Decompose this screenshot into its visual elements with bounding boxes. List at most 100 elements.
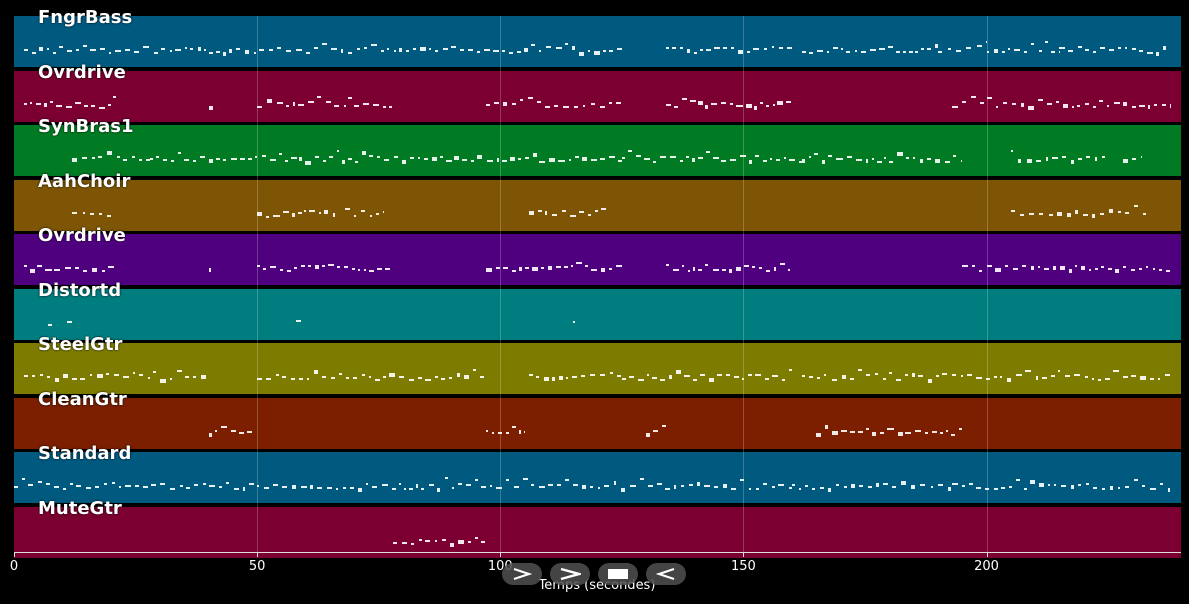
note (615, 101, 622, 104)
note (1118, 210, 1122, 213)
note (688, 270, 691, 273)
note (365, 483, 369, 486)
note (63, 373, 68, 378)
note (776, 159, 780, 161)
note (106, 151, 113, 156)
note (1139, 105, 1145, 108)
note (1099, 213, 1104, 216)
note (1028, 105, 1034, 110)
note (240, 158, 245, 161)
note (53, 51, 57, 54)
note (1074, 209, 1078, 214)
note (889, 371, 892, 374)
note (124, 485, 131, 488)
stop-button[interactable] (598, 563, 638, 585)
note (262, 268, 266, 270)
note (976, 45, 983, 48)
note (828, 155, 833, 158)
note (389, 373, 395, 378)
note (708, 377, 715, 382)
note (569, 214, 576, 217)
note (763, 482, 768, 485)
track-name: SynBras1 (38, 116, 134, 138)
note (993, 488, 998, 491)
note (355, 161, 359, 164)
note (1030, 43, 1034, 46)
note (1074, 374, 1081, 377)
note (356, 47, 360, 50)
play-icon (513, 567, 532, 581)
note (697, 157, 704, 160)
note (1152, 267, 1156, 270)
note (505, 432, 509, 435)
note (912, 156, 916, 159)
play-button[interactable] (502, 563, 542, 585)
note (582, 105, 586, 108)
note (539, 485, 545, 488)
note (263, 486, 270, 489)
note (477, 155, 483, 160)
note (466, 483, 471, 486)
note (512, 103, 517, 106)
note (713, 156, 719, 159)
note (247, 430, 253, 433)
note (361, 374, 366, 377)
note (883, 483, 889, 486)
note (738, 49, 743, 54)
note (208, 267, 211, 272)
note (638, 378, 645, 381)
note (629, 375, 635, 378)
note (28, 484, 33, 487)
note (1059, 265, 1065, 270)
note (153, 51, 158, 54)
note (836, 158, 841, 161)
note (911, 373, 915, 378)
note (1045, 41, 1048, 44)
note (739, 155, 746, 158)
note (1047, 483, 1051, 486)
note (713, 47, 720, 50)
note (133, 51, 139, 54)
forward-button[interactable] (550, 563, 590, 585)
note (960, 159, 963, 162)
note (801, 375, 805, 378)
note (646, 433, 651, 438)
note (273, 215, 280, 218)
note (23, 264, 28, 267)
note (409, 157, 415, 160)
note (383, 158, 390, 161)
note (340, 48, 344, 53)
note (160, 378, 166, 383)
track-name: AahChoir (38, 170, 131, 192)
note (281, 486, 288, 489)
rewind-button[interactable] (646, 563, 686, 585)
note (502, 102, 508, 107)
note (193, 376, 197, 379)
note (74, 266, 80, 269)
note (421, 487, 425, 490)
note (282, 376, 287, 379)
x-axis-line (14, 552, 1181, 553)
note (545, 105, 551, 108)
note (915, 51, 918, 54)
note (368, 375, 371, 378)
note (413, 48, 416, 51)
note (362, 150, 366, 155)
note (975, 487, 981, 490)
note (385, 267, 390, 270)
note (887, 428, 894, 431)
note (1117, 486, 1121, 489)
x-tick (14, 552, 15, 557)
note (393, 156, 398, 159)
note (69, 482, 74, 485)
note (147, 377, 150, 380)
note (1149, 378, 1154, 381)
note (501, 49, 506, 52)
note (117, 155, 121, 158)
note (598, 487, 601, 490)
note (389, 106, 392, 109)
note (512, 269, 516, 272)
note (161, 47, 165, 50)
note (290, 378, 296, 380)
note (459, 48, 464, 51)
